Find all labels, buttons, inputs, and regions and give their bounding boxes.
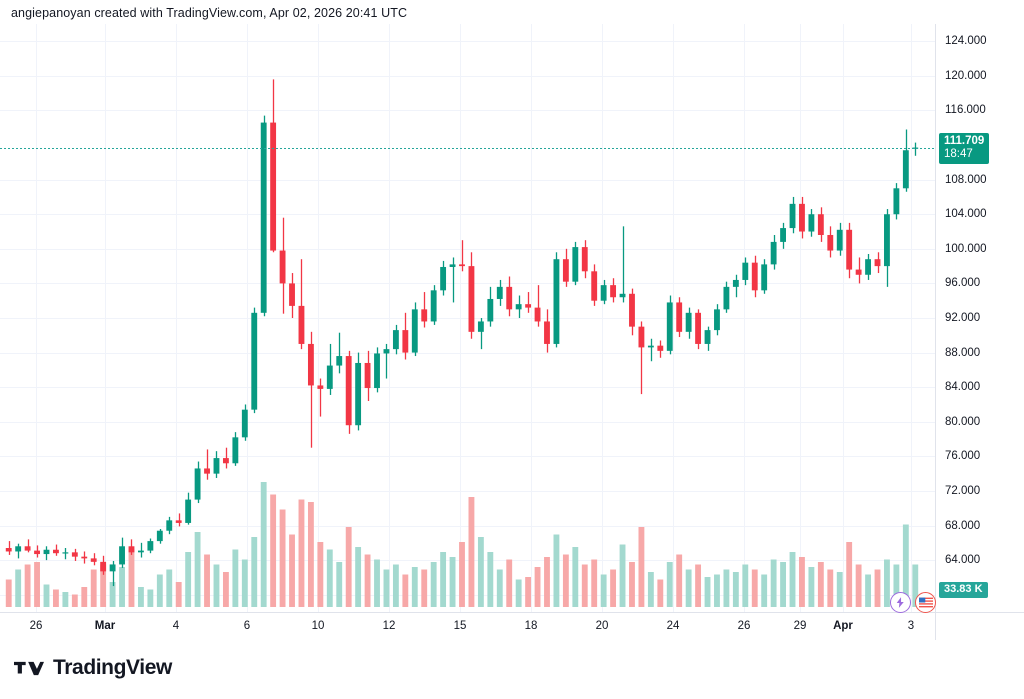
price-tick-label: 116.000 [945, 104, 986, 117]
time-scale-corner [935, 612, 1024, 640]
time-tick-label: 26 [737, 620, 751, 632]
tradingview-wordmark: TradingView [53, 656, 172, 679]
price-tick-label: 80.000 [945, 415, 981, 428]
chart-badges [890, 592, 936, 613]
current-time-value: 18:47 [944, 147, 973, 160]
price-tick-label: 84.000 [945, 381, 981, 394]
time-tick-label: 4 [172, 620, 180, 632]
time-tick-label: 24 [666, 620, 680, 632]
time-tick-label: 29 [793, 620, 807, 632]
current-price-badge[interactable]: 111.709 18:47 [939, 132, 990, 164]
price-tick-label: 120.000 [945, 69, 987, 82]
price-scale[interactable]: 124.000 120.000 116.000 108.000 104.000 100.0… [935, 24, 1024, 612]
current-price-value: 111.709 [944, 134, 985, 147]
time-tick-label: 20 [595, 620, 609, 632]
price-tick-label: 104.000 [945, 208, 987, 221]
time-tick-label: 26 [29, 620, 43, 632]
price-tick-label: 108.000 [945, 173, 987, 186]
lightning-bolt-icon[interactable] [890, 592, 911, 613]
price-tick-label: 92.000 [945, 312, 981, 324]
time-tick-label: Apr [833, 620, 853, 632]
tradingview-mark-icon [14, 661, 44, 675]
time-scale[interactable]: 26 Mar 4 6 10 12 15 18 20 24 26 29 Apr 3 [0, 612, 935, 641]
price-tick-label: 96.000 [945, 277, 981, 290]
candlestick-chart [0, 24, 935, 612]
price-tick-label: 72.000 [945, 484, 981, 497]
tradingview-logo[interactable]: TradingView [14, 656, 172, 680]
chart-canvas[interactable] [0, 24, 935, 612]
time-tick-label: 18 [524, 620, 538, 632]
attribution-text: angiepanoyan created with TradingView.co… [11, 6, 408, 20]
price-tick-label: 68.000 [945, 519, 981, 532]
volume-badge[interactable]: 33.83 K [939, 582, 988, 598]
time-tick-label: Mar [94, 620, 116, 632]
price-tick-label: 76.000 [945, 450, 981, 463]
price-tick-label: 100.000 [945, 242, 987, 255]
price-tick-label: 64.000 [945, 554, 981, 567]
time-tick-label: 6 [243, 620, 251, 632]
time-tick-label: 10 [311, 620, 325, 632]
price-tick-label: 124.000 [945, 35, 987, 48]
us-flag-icon[interactable] [915, 592, 936, 613]
time-tick-label: 12 [382, 620, 396, 632]
price-tick-label: 88.000 [945, 346, 981, 359]
time-tick-label: 3 [907, 620, 915, 632]
time-tick-label: 15 [453, 620, 467, 632]
